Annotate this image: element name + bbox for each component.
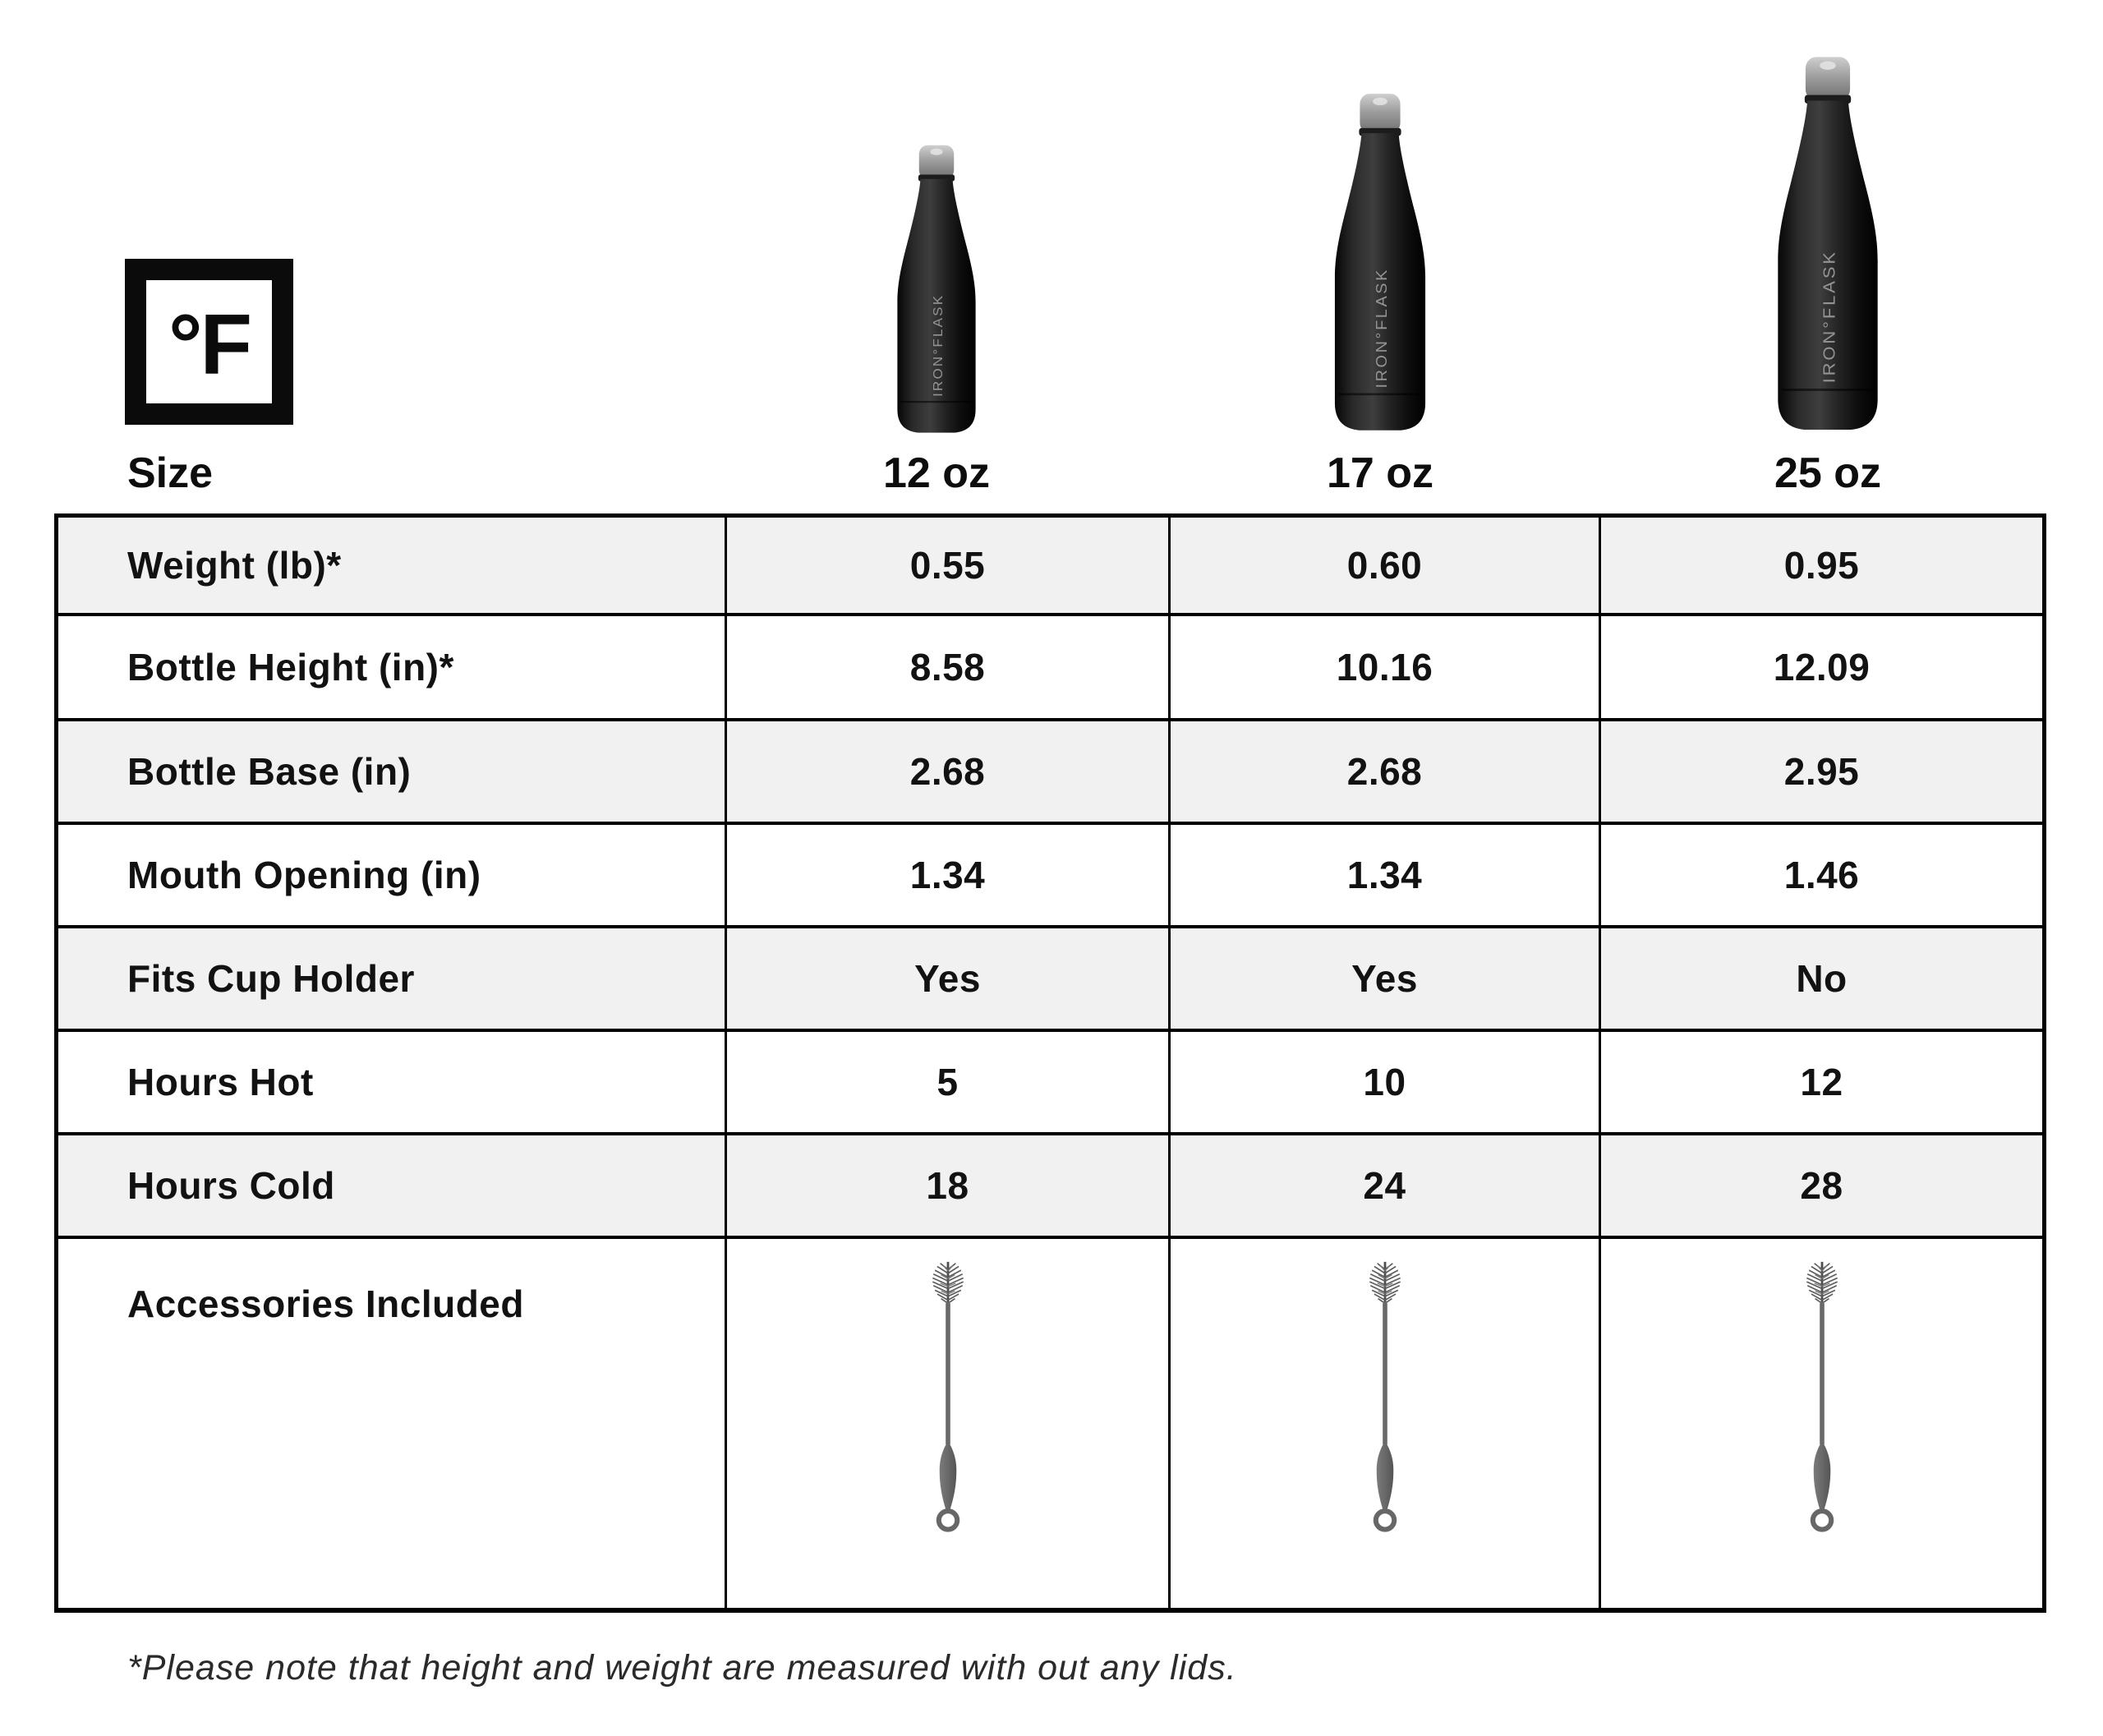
- cell-hourshot-12oz: 5: [727, 1032, 1171, 1135]
- cell-weight-25oz: 0.95: [1601, 518, 2042, 616]
- bottle-image-25oz: [1776, 55, 1880, 431]
- cell-cupholder-25oz: No: [1601, 928, 2042, 1032]
- row-label-bottle-base: Bottle Base (in): [58, 721, 727, 825]
- cell-height-25oz: 12.09: [1601, 616, 2042, 721]
- cell-weight-12oz: 0.55: [727, 518, 1171, 616]
- cell-height-17oz: 10.16: [1171, 616, 1601, 721]
- cell-hourscold-17oz: 24: [1171, 1135, 1601, 1239]
- row-label-bottle-height: Bottle Height (in)*: [58, 616, 727, 721]
- cell-weight-17oz: 0.60: [1171, 518, 1601, 616]
- size-label-25oz: 25 oz: [1774, 449, 1882, 497]
- row-label-fits-cup-holder: Fits Cup Holder: [58, 928, 727, 1032]
- row-label-hours-hot: Hours Hot: [58, 1032, 727, 1135]
- cell-base-12oz: 2.68: [727, 721, 1171, 825]
- cell-mouth-12oz: 1.34: [727, 825, 1171, 928]
- cell-accessories-12oz: [727, 1239, 1171, 1608]
- cell-cupholder-17oz: Yes: [1171, 928, 1601, 1032]
- row-label-hours-cold: Hours Cold: [58, 1135, 727, 1239]
- bottle-image-12oz: [896, 144, 977, 434]
- cleaning-brush-icon: [1362, 1260, 1408, 1558]
- spec-table: Weight (lb)* 0.55 0.60 0.95 Bottle Heigh…: [54, 513, 2046, 1613]
- cell-accessories-17oz: [1171, 1239, 1601, 1608]
- row-label-accessories: Accessories Included: [58, 1239, 727, 1608]
- cell-base-17oz: 2.68: [1171, 721, 1601, 825]
- footnote-text: *Please note that height and weight are …: [127, 1648, 1237, 1688]
- cell-mouth-25oz: 1.46: [1601, 825, 2042, 928]
- cell-cupholder-12oz: Yes: [727, 928, 1171, 1032]
- cleaning-brush-icon: [1799, 1260, 1845, 1558]
- size-label-17oz: 17 oz: [1326, 449, 1434, 497]
- row-label-weight: Weight (lb)*: [58, 518, 727, 616]
- cell-base-25oz: 2.95: [1601, 721, 2042, 825]
- cell-height-12oz: 8.58: [727, 616, 1171, 721]
- cell-hourscold-25oz: 28: [1601, 1135, 2042, 1239]
- iron-flask-logo: °F: [125, 259, 293, 425]
- size-row-title: Size: [127, 449, 214, 497]
- row-label-mouth-opening: Mouth Opening (in): [58, 825, 727, 928]
- size-label-12oz: 12 oz: [882, 449, 991, 497]
- cell-hourscold-12oz: 18: [727, 1135, 1171, 1239]
- cleaning-brush-icon: [925, 1260, 971, 1558]
- cell-hourshot-17oz: 10: [1171, 1032, 1601, 1135]
- bottle-image-17oz: [1333, 92, 1427, 432]
- logo-degree-f-text: °F: [168, 297, 252, 393]
- cell-mouth-17oz: 1.34: [1171, 825, 1601, 928]
- cell-hourshot-25oz: 12: [1601, 1032, 2042, 1135]
- cell-accessories-25oz: [1601, 1239, 2042, 1608]
